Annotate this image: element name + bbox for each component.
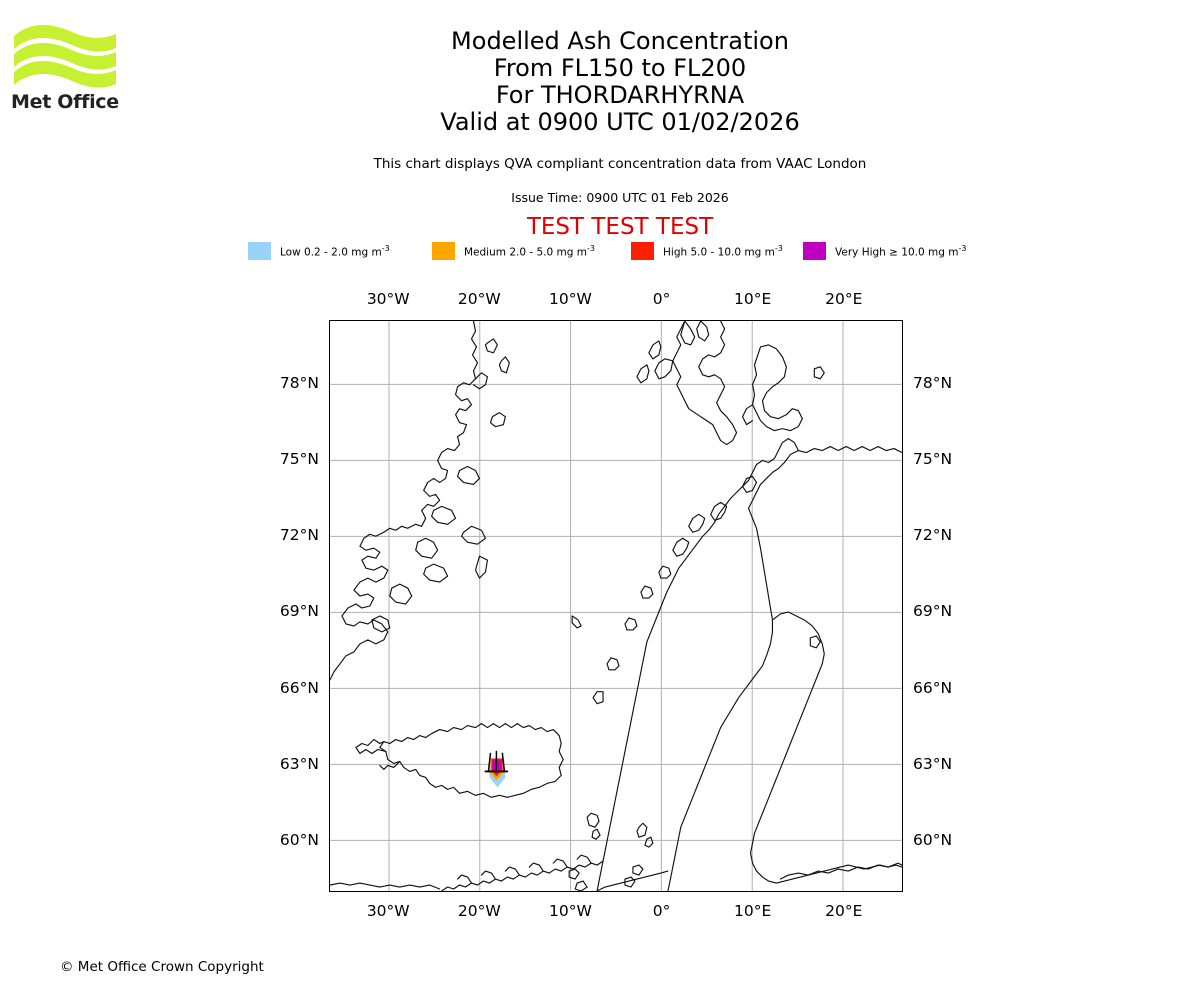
legend-swatch-2 bbox=[631, 242, 654, 260]
legend-item-0: Low 0.2 - 2.0 mg m-3 bbox=[248, 240, 390, 262]
legend-item-3: Very High ≥ 10.0 mg m-3 bbox=[803, 240, 966, 262]
met-office-logo: Met Office bbox=[10, 22, 130, 117]
lat-tick-left-3: 69°N bbox=[279, 602, 319, 621]
lon-tick-bottom-0: 30°W bbox=[366, 902, 410, 920]
lon-tick-bottom-2: 10°W bbox=[549, 902, 592, 920]
lat-tick-right-3: 69°N bbox=[913, 602, 953, 621]
legend-item-1: Medium 2.0 - 5.0 mg m-3 bbox=[432, 240, 595, 262]
title-line-4: Valid at 0900 UTC 01/02/2026 bbox=[440, 108, 800, 136]
lat-tick-left-1: 75°N bbox=[279, 449, 319, 468]
lat-tick-left-6: 60°N bbox=[279, 831, 319, 850]
chart-subtitle: This chart displays QVA compliant concen… bbox=[373, 156, 867, 172]
lon-tick-bottom-3: 0° bbox=[652, 902, 671, 920]
lat-tick-right-6: 60°N bbox=[913, 831, 953, 850]
lon-tick-top-2: 10°W bbox=[549, 290, 592, 308]
coastline-paths bbox=[330, 321, 902, 891]
legend-swatch-0 bbox=[248, 242, 271, 260]
legend-swatch-1 bbox=[432, 242, 455, 260]
copyright-notice: © Met Office Crown Copyright bbox=[60, 959, 264, 975]
lat-tick-left-4: 66°N bbox=[279, 678, 319, 697]
legend-item-2: High 5.0 - 10.0 mg m-3 bbox=[631, 240, 783, 262]
lon-tick-bottom-5: 20°E bbox=[825, 902, 863, 920]
lon-tick-top-3: 0° bbox=[652, 290, 671, 308]
concentration-legend: Low 0.2 - 2.0 mg m-3 Medium 2.0 - 5.0 mg … bbox=[240, 240, 1000, 262]
lat-tick-left-2: 72°N bbox=[279, 526, 319, 545]
legend-label-1: Medium 2.0 - 5.0 mg m-3 bbox=[464, 243, 595, 259]
lat-tick-left-5: 63°N bbox=[279, 754, 319, 773]
lat-tick-right-2: 72°N bbox=[913, 526, 953, 545]
lon-tick-top-5: 20°E bbox=[825, 290, 863, 308]
lon-tick-top-0: 30°W bbox=[366, 290, 410, 308]
title-line-1: Modelled Ash Concentration bbox=[451, 27, 789, 55]
lon-tick-top-4: 10°E bbox=[734, 290, 772, 308]
lon-tick-bottom-4: 10°E bbox=[734, 902, 772, 920]
legend-label-3: Very High ≥ 10.0 mg m-3 bbox=[835, 243, 967, 259]
map-gridlines bbox=[330, 321, 902, 891]
lon-tick-bottom-1: 20°W bbox=[457, 902, 501, 920]
lon-tick-top-1: 20°W bbox=[457, 290, 501, 308]
title-line-3: For THORDARHYRNA bbox=[495, 81, 745, 109]
legend-label-0: Low 0.2 - 2.0 mg m-3 bbox=[280, 243, 390, 259]
ash-concentration-map bbox=[329, 320, 903, 892]
volcano-marker-icon bbox=[484, 750, 509, 773]
lat-tick-left-0: 78°N bbox=[279, 373, 319, 392]
issue-time-text: Issue Time: 0900 UTC 01 Feb 2026 bbox=[511, 190, 729, 205]
test-banner: TEST TEST TEST bbox=[526, 214, 714, 240]
legend-swatch-3 bbox=[803, 242, 826, 260]
title-line-2: From FL150 to FL200 bbox=[493, 54, 747, 82]
met-office-wordmark: Met Office bbox=[11, 91, 119, 113]
lat-tick-right-1: 75°N bbox=[913, 449, 953, 468]
met-office-wave-icon bbox=[14, 25, 116, 88]
page-title: Modelled Ash Concentration From FL150 to… bbox=[240, 28, 1000, 136]
legend-label-2: High 5.0 - 10.0 mg m-3 bbox=[663, 243, 783, 259]
lat-tick-right-5: 63°N bbox=[913, 754, 953, 773]
lat-tick-right-4: 66°N bbox=[913, 678, 953, 697]
lat-tick-right-0: 78°N bbox=[913, 373, 953, 392]
